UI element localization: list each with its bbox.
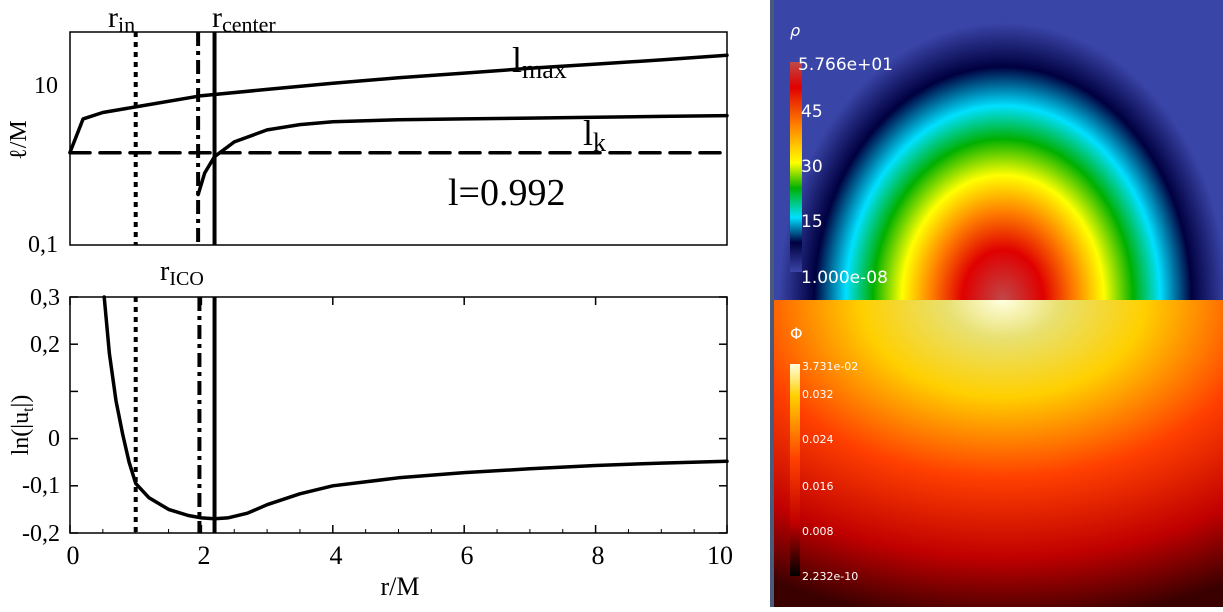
l-max-label: lmax xyxy=(512,40,567,84)
xtick-label-8: 8 xyxy=(592,541,605,570)
potential-field xyxy=(774,300,1223,607)
density-colorbar-tick-45: 45 xyxy=(801,102,823,122)
l-max-label-main: l xyxy=(512,40,522,80)
potential-colorbar-tick-0-024: 0.024 xyxy=(802,433,834,446)
r-in-label: rin xyxy=(108,1,135,37)
bottom-y-axis-label-main: ln(|u xyxy=(8,412,34,455)
ytick-label-0-3: 0,3 xyxy=(30,285,60,311)
l-max-label-sub: max xyxy=(522,55,567,84)
density-colorbar-max: 5.766e+01 xyxy=(798,55,893,75)
top-y-axis-label: ℓ/M xyxy=(6,120,32,160)
density-colorbar xyxy=(790,62,802,272)
top-chart: 10 0,1 ℓ/M rin rcenter rICO lmax lk l=0.… xyxy=(6,1,729,290)
l-k-curve xyxy=(196,113,729,197)
l-k-label-sub: k xyxy=(593,128,606,157)
density-colorbar-tick-30: 30 xyxy=(801,157,823,177)
xtick-label-4: 4 xyxy=(330,541,343,570)
xtick-label-6: 6 xyxy=(461,541,474,570)
r-in-label-sub: in xyxy=(118,12,135,37)
ytick-label-10: 10 xyxy=(34,73,58,99)
density-panel: ρ 5.766e+01 45 30 15 1.000e-08 xyxy=(774,0,1223,300)
l-k-label-main: l xyxy=(583,113,593,153)
potential-colorbar-tick-0-032: 0.032 xyxy=(802,388,834,401)
r-center-label-sub: center xyxy=(222,12,276,37)
density-colorbar-min: 1.000e-08 xyxy=(801,268,888,288)
density-field xyxy=(774,0,1223,300)
ytick-label-0-2: 0,2 xyxy=(30,332,60,358)
potential-colorbar-max: 3.731e-02 xyxy=(802,360,858,373)
top-series xyxy=(68,53,729,197)
top-plot-frame xyxy=(69,31,728,246)
ytick-label-minus-0-2: -0,2 xyxy=(22,521,60,547)
r-ico-label-main: r xyxy=(160,256,170,287)
l-max-curve xyxy=(68,53,729,155)
ln-ut-curve xyxy=(102,295,729,521)
top-vertical-lines xyxy=(133,32,217,245)
l-k-label: lk xyxy=(583,113,606,157)
potential-panel: Φ 3.731e-02 0.032 0.024 0.016 0.008 2.23… xyxy=(774,300,1223,607)
potential-colorbar-tick-0-008: 0.008 xyxy=(802,525,834,538)
line-charts: 10 0,1 ℓ/M rin rcenter rICO lmax lk l=0.… xyxy=(6,1,733,601)
bottom-y-axis-label-sub: t xyxy=(20,407,37,412)
bottom-series xyxy=(102,295,729,521)
xtick-label-2: 2 xyxy=(198,541,211,570)
bottom-y-axis-label-end: |) xyxy=(8,395,34,408)
potential-variable-label: Φ xyxy=(790,324,803,343)
bottom-plot-frame xyxy=(69,296,728,534)
ytick-label-0: 0 xyxy=(48,426,60,452)
bottom-ticks xyxy=(69,296,728,534)
xtick-label-10: 10 xyxy=(707,541,733,570)
density-variable-label: ρ xyxy=(790,21,800,40)
r-ico-label: rICO xyxy=(160,256,204,290)
bottom-vertical-lines xyxy=(133,297,217,533)
simulation-visualization: ρ 5.766e+01 45 30 15 1.000e-08 Φ 3.731e-… xyxy=(770,0,1223,607)
potential-colorbar-tick-0-016: 0.016 xyxy=(802,480,834,493)
x-axis-label: r/M xyxy=(381,572,420,601)
r-center-label: rcenter xyxy=(212,1,276,37)
potential-colorbar-min: 2.232e-10 xyxy=(802,570,858,583)
r-in-label-main: r xyxy=(108,1,118,34)
r-center-label-main: r xyxy=(212,1,222,34)
r-ico-label-sub: ICO xyxy=(169,268,203,290)
ytick-label-0-1: 0,1 xyxy=(28,232,58,258)
l-value-annotation: l=0.992 xyxy=(448,172,566,214)
vis-left-border xyxy=(770,0,774,607)
potential-colorbar xyxy=(790,364,800,576)
bottom-chart: 0,3 0,2 0 -0,1 -0,2 0 2 4 6 8 10 r/M ln(… xyxy=(8,285,733,601)
xtick-label-0: 0 xyxy=(67,541,80,570)
bottom-y-axis-label: ln(|ut|) xyxy=(8,395,37,456)
ytick-label-minus-0-1: -0,1 xyxy=(22,473,60,499)
density-colorbar-tick-15: 15 xyxy=(801,212,823,232)
